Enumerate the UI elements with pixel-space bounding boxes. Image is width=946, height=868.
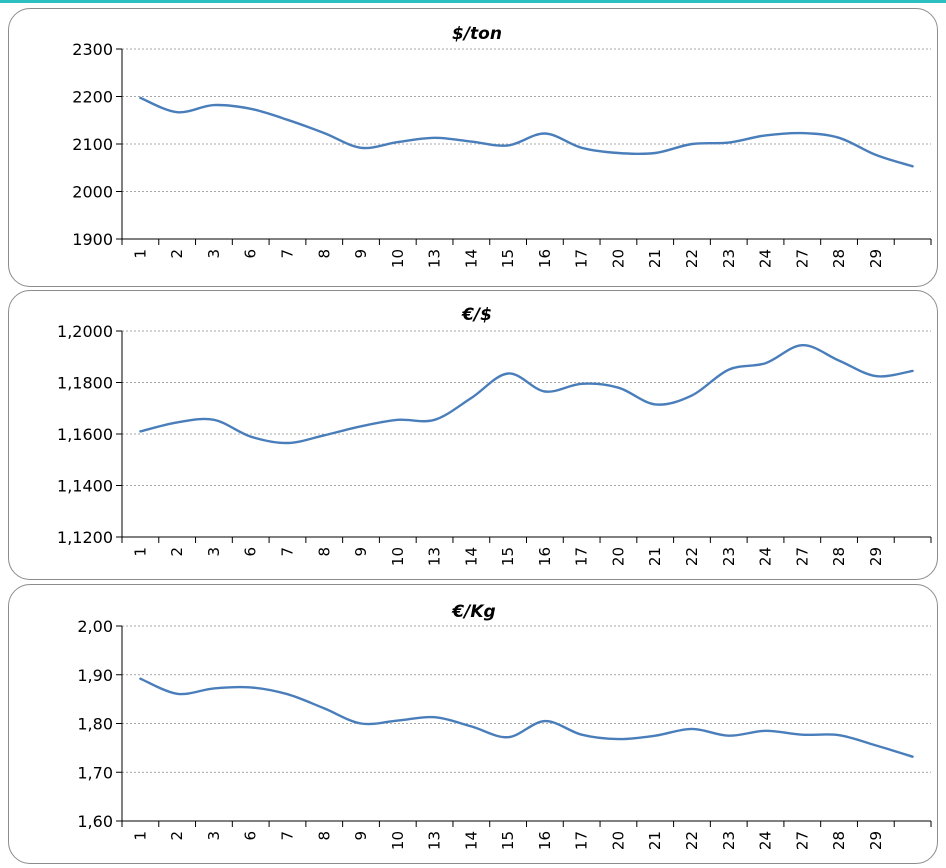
x-tick-label: 8 bbox=[315, 547, 333, 557]
y-tick-label: 2300 bbox=[72, 40, 113, 59]
x-tick-label: 21 bbox=[646, 249, 664, 268]
x-tick-label: 2 bbox=[168, 831, 186, 841]
x-tick-label: 23 bbox=[720, 249, 738, 268]
x-tick-label: 6 bbox=[242, 547, 260, 557]
x-tick-label: 17 bbox=[573, 547, 591, 566]
y-tick-label: 1,2000 bbox=[57, 322, 113, 341]
series-line bbox=[139, 677, 914, 758]
x-tick-label: 1 bbox=[131, 831, 149, 841]
x-tick-label: 27 bbox=[793, 831, 811, 850]
x-tick-label: 6 bbox=[242, 831, 260, 841]
y-tick-label: 1,1800 bbox=[57, 374, 113, 393]
chart-panel-eur-per-kg: €/Kg 1,60 1,70 1,80 1,90 2,00 1 2 3 6 7 8 9 10 13 14 15… bbox=[8, 584, 938, 864]
x-tick-label: 29 bbox=[867, 547, 885, 566]
chart-panel-eur-per-usd: €/$ 1,1200 1,1400 1,1600 1,1800 1,2000 1 2 3 6 7 8… bbox=[8, 290, 938, 580]
y-tick-label: 2000 bbox=[72, 183, 113, 202]
x-tick-label: 9 bbox=[352, 249, 370, 259]
x-tick-label: 13 bbox=[426, 249, 444, 268]
x-tick-label: 22 bbox=[683, 831, 701, 850]
chart-title: $/ton bbox=[452, 24, 502, 44]
x-tick-label: 14 bbox=[462, 831, 480, 850]
y-tick-label: 1,1200 bbox=[57, 528, 113, 547]
x-tick-label: 3 bbox=[205, 547, 223, 557]
x-tick-label: 7 bbox=[279, 249, 297, 259]
x-tick-label: 16 bbox=[536, 249, 554, 268]
x-tick-label: 3 bbox=[205, 831, 223, 841]
x-tick-label: 9 bbox=[352, 831, 370, 841]
x-tick-label: 28 bbox=[830, 547, 848, 566]
x-tick-label: 14 bbox=[462, 249, 480, 268]
x-tick-label: 17 bbox=[573, 831, 591, 850]
x-tick-label: 16 bbox=[536, 831, 554, 850]
chart-panel-usd-per-ton: $/ton 1900 2000 2100 2200 2300 1 2 3 6 7 8 9 10 13 14 1… bbox=[8, 8, 938, 287]
y-tick-label: 1,1600 bbox=[57, 425, 113, 444]
x-tick-label: 27 bbox=[793, 547, 811, 566]
x-tick-label: 17 bbox=[573, 249, 591, 268]
series-line bbox=[139, 343, 914, 445]
y-tick-label: 1,1400 bbox=[57, 477, 113, 496]
x-tick-label: 21 bbox=[646, 831, 664, 850]
y-tick-label: 1,70 bbox=[77, 763, 113, 782]
x-tick-label: 23 bbox=[720, 547, 738, 566]
x-tick-label: 13 bbox=[426, 547, 444, 566]
x-tick-label: 7 bbox=[279, 831, 297, 841]
x-tick-label: 7 bbox=[279, 547, 297, 557]
x-tick-label: 24 bbox=[757, 831, 775, 850]
x-tick-label: 15 bbox=[499, 249, 517, 268]
x-tick-label: 15 bbox=[499, 547, 517, 566]
x-tick-label: 1 bbox=[131, 249, 149, 259]
chart-eur-per-kg: €/Kg 1,601,701,801,902,001 2 3 6 7 8 9 10 13 14 15… bbox=[77, 602, 932, 850]
x-tick-label: 6 bbox=[242, 249, 260, 259]
x-tick-label: 13 bbox=[426, 831, 444, 850]
x-tick-label: 28 bbox=[830, 249, 848, 268]
x-tick-label: 2 bbox=[168, 249, 186, 259]
x-tick-label: 15 bbox=[499, 831, 517, 850]
x-tick-label: 16 bbox=[536, 547, 554, 566]
x-tick-label: 27 bbox=[793, 249, 811, 268]
x-tick-label: 2 bbox=[168, 547, 186, 557]
x-tick-label: 20 bbox=[609, 249, 627, 268]
top-accent-bar bbox=[0, 0, 946, 3]
x-tick-label: 22 bbox=[683, 249, 701, 268]
y-tick-label: 1,90 bbox=[77, 666, 113, 685]
y-tick-label: 2,00 bbox=[77, 617, 113, 636]
y-tick-label: 1,80 bbox=[77, 715, 113, 734]
y-tick-label: 1900 bbox=[72, 230, 113, 249]
x-tick-label: 8 bbox=[315, 831, 333, 841]
x-tick-label: 14 bbox=[462, 547, 480, 566]
x-tick-label: 23 bbox=[720, 831, 738, 850]
series-line bbox=[139, 96, 914, 168]
x-tick-label: 1 bbox=[131, 547, 149, 557]
x-tick-label: 10 bbox=[389, 831, 407, 850]
x-tick-label: 20 bbox=[609, 831, 627, 850]
chart-title: €/Kg bbox=[451, 602, 495, 622]
y-tick-label: 2200 bbox=[72, 88, 113, 107]
y-tick-label: 2100 bbox=[72, 135, 113, 154]
x-tick-label: 29 bbox=[867, 249, 885, 268]
y-tick-label: 1,60 bbox=[77, 812, 113, 831]
x-tick-label: 21 bbox=[646, 547, 664, 566]
x-tick-label: 10 bbox=[389, 249, 407, 268]
x-tick-label: 20 bbox=[609, 547, 627, 566]
x-tick-label: 9 bbox=[352, 547, 370, 557]
x-tick-label: 29 bbox=[867, 831, 885, 850]
x-tick-label: 22 bbox=[683, 547, 701, 566]
x-tick-label: 24 bbox=[757, 547, 775, 566]
x-tick-label: 28 bbox=[830, 831, 848, 850]
x-tick-label: 8 bbox=[315, 249, 333, 259]
x-tick-label: 10 bbox=[389, 547, 407, 566]
x-tick-label: 3 bbox=[205, 249, 223, 259]
chart-title: €/$ bbox=[461, 305, 492, 325]
x-tick-label: 24 bbox=[757, 249, 775, 268]
